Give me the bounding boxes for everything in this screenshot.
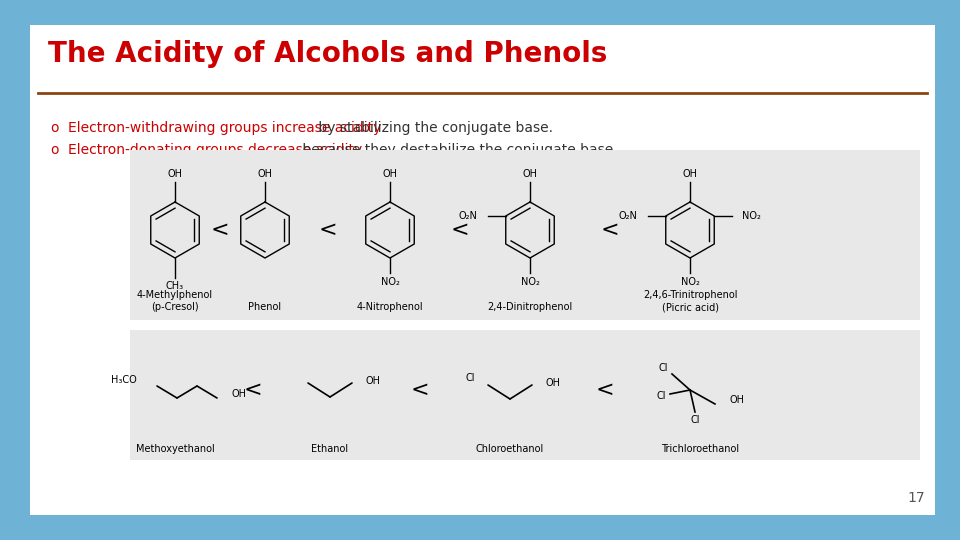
Text: OH: OH	[231, 389, 246, 399]
Text: NO₂: NO₂	[681, 277, 700, 287]
Text: Ethanol: Ethanol	[311, 444, 348, 454]
Text: 17: 17	[907, 491, 925, 505]
Text: Trichloroethanol: Trichloroethanol	[660, 444, 739, 454]
Text: OH: OH	[546, 378, 561, 388]
Text: <: <	[601, 220, 619, 240]
Text: by stabilizing the conjugate base.: by stabilizing the conjugate base.	[314, 121, 553, 135]
Text: 2,4,6-Trinitrophenol
(Picric acid): 2,4,6-Trinitrophenol (Picric acid)	[643, 291, 737, 312]
Text: CH₃: CH₃	[166, 281, 184, 291]
Text: o: o	[50, 143, 59, 157]
Text: <: <	[450, 220, 469, 240]
Text: Electron-withdrawing groups increase acidity: Electron-withdrawing groups increase aci…	[68, 121, 381, 135]
Text: Electron-donating groups decrease acidity: Electron-donating groups decrease acidit…	[68, 143, 362, 157]
Text: NO₂: NO₂	[380, 277, 399, 287]
Text: 4-Methylphenol
(p-Cresol): 4-Methylphenol (p-Cresol)	[137, 291, 213, 312]
Text: Cl: Cl	[466, 373, 475, 383]
Text: <: <	[596, 380, 614, 400]
Text: Cl: Cl	[659, 363, 668, 373]
Text: OH: OH	[366, 376, 381, 386]
Text: Cl: Cl	[657, 391, 666, 401]
Text: Methoxyethanol: Methoxyethanol	[135, 444, 214, 454]
Text: H₃CO: H₃CO	[111, 375, 137, 385]
Text: OH: OH	[382, 169, 397, 179]
Text: OH: OH	[683, 169, 698, 179]
Text: <: <	[318, 220, 337, 240]
Text: OH: OH	[522, 169, 538, 179]
Text: because they destabilize the conjugate base.: because they destabilize the conjugate b…	[298, 143, 617, 157]
Text: NO₂: NO₂	[520, 277, 540, 287]
Text: OH: OH	[729, 395, 744, 405]
Text: Chloroethanol: Chloroethanol	[476, 444, 544, 454]
Text: 4-Nitrophenol: 4-Nitrophenol	[357, 302, 423, 312]
Text: O₂N: O₂N	[619, 211, 637, 221]
Text: <: <	[243, 380, 262, 400]
Text: Phenol: Phenol	[249, 302, 281, 312]
Text: 2,4-Dinitrophenol: 2,4-Dinitrophenol	[488, 302, 572, 312]
Text: The Acidity of Alcohols and Phenols: The Acidity of Alcohols and Phenols	[48, 40, 608, 68]
Text: O₂N: O₂N	[459, 211, 478, 221]
Bar	[130, 330, 920, 460]
Text: NO₂: NO₂	[742, 211, 761, 221]
Text: OH: OH	[257, 169, 273, 179]
Text: <: <	[411, 380, 429, 400]
Text: <: <	[210, 220, 229, 240]
Text: Cl: Cl	[690, 415, 700, 425]
Bar	[130, 150, 920, 320]
Text: o: o	[50, 121, 59, 135]
Text: OH: OH	[167, 169, 182, 179]
